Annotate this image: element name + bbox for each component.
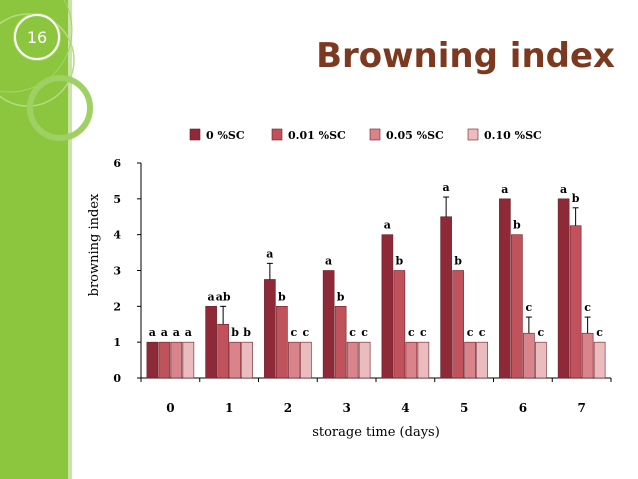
bar — [288, 341, 300, 379]
bar — [358, 341, 371, 379]
bar — [241, 341, 253, 379]
legend-label: 0.01 %SC — [288, 129, 346, 142]
significance-label: b — [337, 290, 345, 303]
slide-title: Browning index — [316, 36, 615, 76]
significance-label: b — [396, 255, 404, 268]
significance-label: a — [161, 326, 168, 339]
y-tick-label: 4 — [113, 229, 121, 242]
left-accent-edge — [68, 0, 72, 479]
bar — [300, 341, 312, 379]
bar — [146, 341, 159, 379]
significance-label: c — [361, 326, 368, 339]
y-tick-label: 0 — [113, 372, 121, 385]
x-tick-label: 1 — [225, 401, 233, 415]
bar — [405, 341, 418, 379]
x-axis-label: storage time (days) — [312, 425, 440, 440]
bar — [476, 341, 488, 379]
bar — [334, 306, 347, 379]
significance-label: b — [572, 192, 580, 205]
bar — [511, 234, 523, 379]
y-axis-label: browning index — [87, 193, 102, 296]
significance-label: c — [303, 326, 310, 339]
chart-legend: 0 %SC 0.01 %SC 0.05 %SC 0.10 %SC — [189, 128, 542, 142]
significance-label: b — [278, 290, 286, 303]
bar — [452, 270, 464, 379]
significance-label: a — [208, 290, 215, 303]
significance-label: c — [596, 326, 603, 339]
significance-label: c — [349, 326, 356, 339]
bar — [276, 306, 288, 379]
bar — [229, 341, 241, 379]
significance-label: c — [408, 326, 415, 339]
significance-label: a — [501, 183, 508, 196]
significance-label: c — [420, 326, 427, 339]
significance-label: c — [526, 301, 533, 314]
significance-label: c — [538, 326, 545, 339]
bar — [440, 216, 452, 379]
legend-swatch — [467, 128, 479, 141]
x-tick-label: 4 — [401, 401, 409, 415]
bar — [205, 306, 217, 379]
significance-label: a — [443, 181, 450, 194]
bar — [170, 341, 183, 379]
bar — [557, 198, 570, 379]
legend-swatch — [271, 128, 283, 141]
y-tick-label: 2 — [113, 300, 121, 313]
decorative-circles — [0, 0, 93, 141]
x-tick-label: 5 — [460, 401, 468, 415]
y-tick-label: 5 — [113, 193, 121, 206]
significance-label: a — [185, 326, 192, 339]
legend-swatch — [189, 128, 201, 141]
significance-label: ab — [216, 290, 231, 303]
significance-label: b — [454, 255, 462, 268]
legend-label: 0 %SC — [206, 129, 245, 142]
significance-label: c — [467, 326, 474, 339]
bar — [158, 341, 171, 379]
significance-label: c — [584, 301, 591, 314]
bar — [346, 341, 359, 379]
x-tick-label: 2 — [284, 401, 292, 415]
significance-label: a — [560, 183, 567, 196]
bar — [217, 323, 229, 379]
bar — [322, 270, 335, 379]
bar — [569, 225, 582, 379]
y-tick-label: 1 — [113, 336, 121, 349]
significance-label: a — [266, 247, 273, 260]
bar — [182, 341, 195, 379]
significance-label: c — [479, 326, 486, 339]
significance-label: a — [173, 326, 180, 339]
significance-label: a — [325, 255, 332, 268]
bar — [464, 341, 476, 379]
y-tick-label: 3 — [113, 265, 121, 278]
significance-label: c — [291, 326, 298, 339]
bar — [381, 234, 394, 379]
x-tick-label: 0 — [166, 401, 174, 415]
legend-label: 0.10 %SC — [484, 129, 542, 142]
bar — [264, 279, 276, 379]
significance-label: b — [243, 326, 251, 339]
bar — [593, 341, 606, 379]
significance-label: a — [149, 326, 156, 339]
bar — [535, 341, 547, 379]
legend-label: 0.05 %SC — [386, 129, 444, 142]
x-tick-label: 7 — [577, 401, 585, 415]
significance-label: b — [231, 326, 239, 339]
bar — [581, 332, 594, 379]
legend-swatch — [369, 128, 381, 141]
y-tick-label: 6 — [113, 157, 121, 170]
bar — [523, 332, 535, 379]
bar — [417, 341, 430, 379]
x-tick-label: 6 — [519, 401, 527, 415]
significance-label: b — [513, 219, 521, 232]
slide-number-badge: 16 — [14, 14, 60, 60]
significance-label: a — [384, 219, 391, 232]
bar — [393, 270, 406, 379]
bar — [499, 198, 511, 379]
x-tick-label: 3 — [342, 401, 350, 415]
